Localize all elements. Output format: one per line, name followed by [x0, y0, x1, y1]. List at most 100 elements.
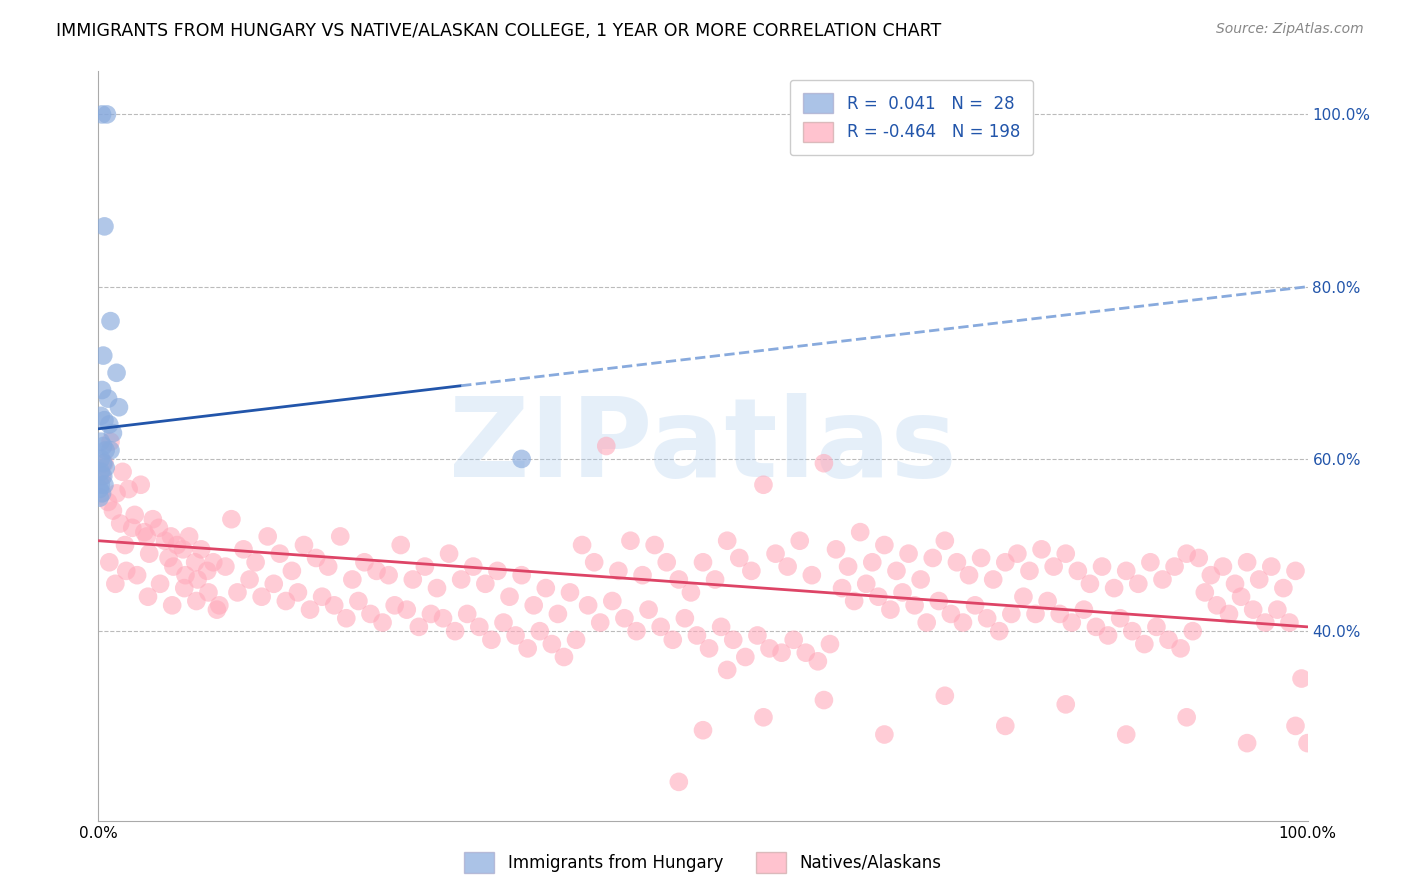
- Point: [1291, 672, 1313, 686]
- Point: [498, 590, 520, 604]
- Point: [384, 599, 406, 613]
- Point: [1223, 576, 1246, 591]
- Point: [783, 632, 806, 647]
- Point: [342, 573, 364, 587]
- Point: [93, 456, 115, 470]
- Point: [976, 611, 998, 625]
- Point: [89, 482, 111, 496]
- Point: [347, 594, 370, 608]
- Point: [98, 555, 121, 569]
- Point: [91, 486, 114, 500]
- Point: [1230, 590, 1253, 604]
- Point: [395, 602, 418, 616]
- Point: [136, 590, 159, 604]
- Point: [626, 624, 648, 639]
- Point: [631, 568, 654, 582]
- Point: [818, 637, 841, 651]
- Point: [868, 590, 890, 604]
- Point: [100, 314, 122, 328]
- Point: [190, 542, 212, 557]
- Point: [287, 585, 309, 599]
- Point: [565, 632, 588, 647]
- Point: [127, 568, 149, 582]
- Point: [91, 349, 114, 363]
- Point: [142, 512, 165, 526]
- Point: [221, 512, 243, 526]
- Point: [921, 551, 943, 566]
- Point: [474, 576, 496, 591]
- Point: [97, 392, 120, 406]
- Point: [770, 646, 793, 660]
- Point: [849, 525, 872, 540]
- Point: [1091, 559, 1114, 574]
- Point: [232, 542, 254, 557]
- Point: [934, 533, 956, 548]
- Point: [173, 581, 195, 595]
- Point: [1054, 698, 1077, 712]
- Point: [789, 533, 811, 548]
- Point: [734, 650, 756, 665]
- Point: [510, 568, 533, 582]
- Point: [205, 602, 228, 616]
- Point: [93, 413, 115, 427]
- Point: [1025, 607, 1047, 621]
- Point: [613, 611, 636, 625]
- Point: [1073, 602, 1095, 616]
- Point: [456, 607, 478, 621]
- Point: [1049, 607, 1071, 621]
- Point: [516, 641, 538, 656]
- Point: [311, 590, 333, 604]
- Point: [1031, 542, 1053, 557]
- Point: [115, 564, 138, 578]
- Point: [329, 529, 352, 543]
- Point: [186, 594, 208, 608]
- Point: [1146, 620, 1168, 634]
- Point: [650, 620, 672, 634]
- Point: [420, 607, 443, 621]
- Point: [1272, 581, 1295, 595]
- Point: [208, 599, 231, 613]
- Point: [91, 383, 114, 397]
- Point: [135, 529, 157, 543]
- Point: [100, 443, 122, 458]
- Point: [523, 599, 546, 613]
- Point: [692, 555, 714, 569]
- Point: [250, 590, 273, 604]
- Point: [1078, 576, 1101, 591]
- Point: [149, 576, 172, 591]
- Point: [928, 594, 950, 608]
- Point: [148, 521, 170, 535]
- Point: [1181, 624, 1204, 639]
- Point: [510, 451, 533, 466]
- Point: [492, 615, 515, 630]
- Point: [1128, 576, 1150, 591]
- Point: [91, 107, 114, 121]
- Point: [94, 443, 117, 458]
- Point: [662, 632, 685, 647]
- Point: [752, 710, 775, 724]
- Point: [1194, 585, 1216, 599]
- Point: [855, 576, 877, 591]
- Point: [172, 542, 194, 557]
- Point: [468, 620, 491, 634]
- Point: [879, 602, 901, 616]
- Point: [197, 585, 219, 599]
- Point: [1218, 607, 1240, 621]
- Point: [946, 555, 969, 569]
- Point: [91, 469, 114, 483]
- Point: [1115, 564, 1137, 578]
- Point: [432, 611, 454, 625]
- Point: [644, 538, 666, 552]
- Point: [547, 607, 569, 621]
- Point: [860, 555, 883, 569]
- Point: [256, 529, 278, 543]
- Point: [269, 547, 291, 561]
- Point: [1060, 615, 1083, 630]
- Point: [160, 599, 183, 613]
- Point: [166, 538, 188, 552]
- Point: [553, 650, 575, 665]
- Point: [794, 646, 817, 660]
- Point: [558, 585, 581, 599]
- Text: ZIPatlas: ZIPatlas: [449, 392, 957, 500]
- Point: [437, 547, 460, 561]
